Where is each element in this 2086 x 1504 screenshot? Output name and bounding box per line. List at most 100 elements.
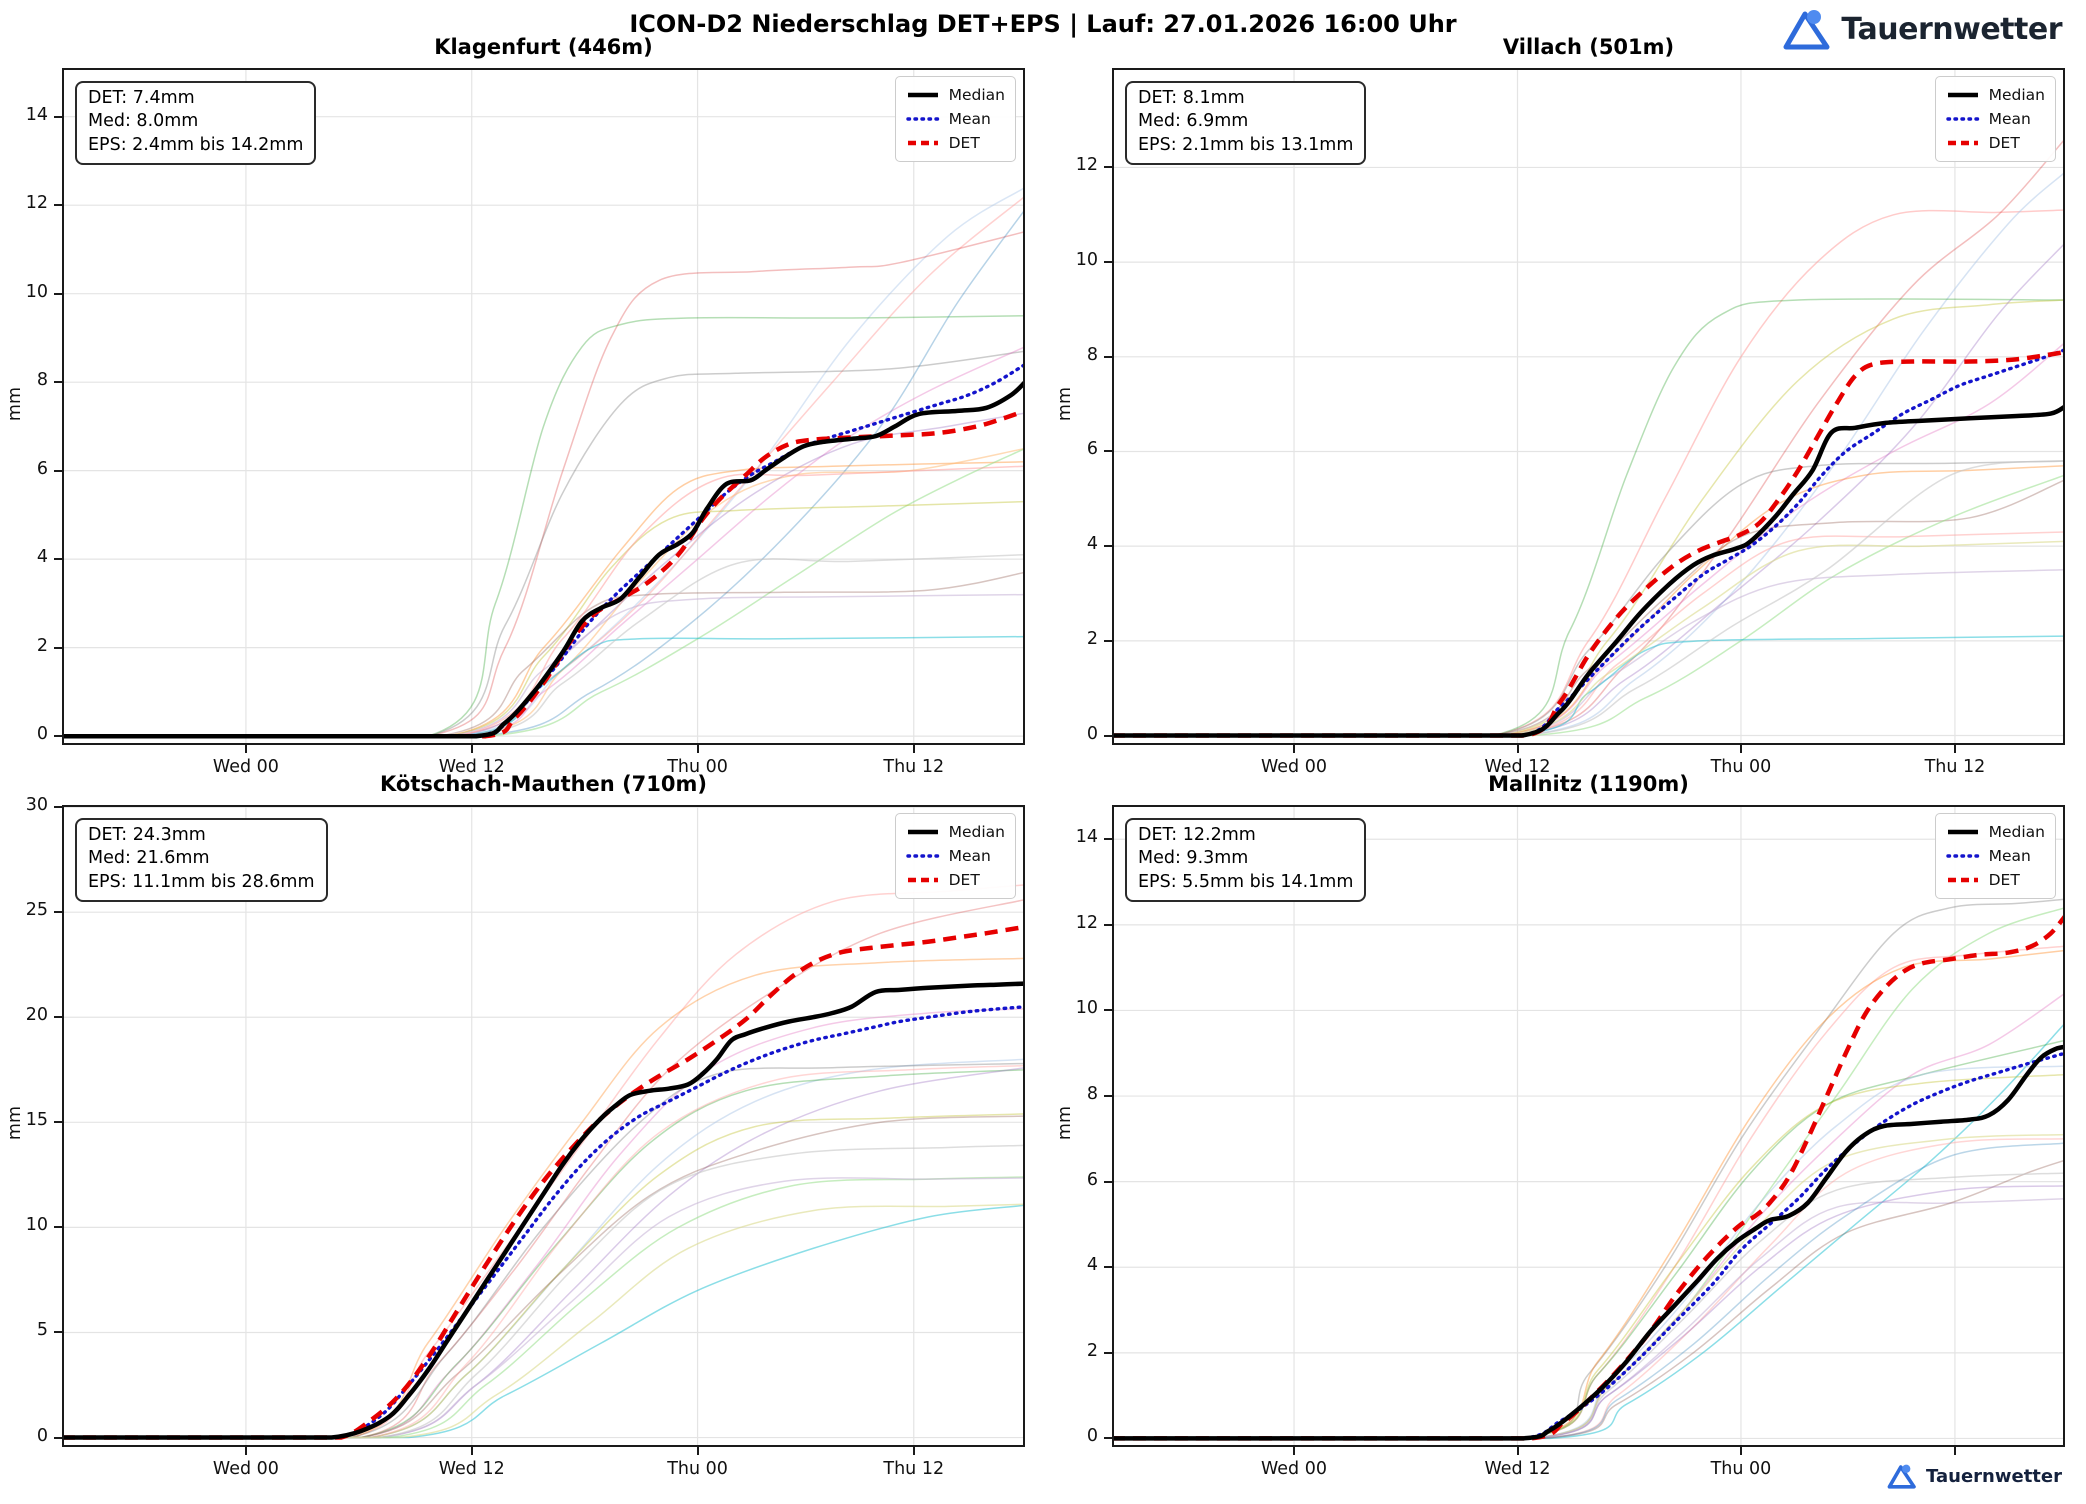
det-swatch <box>1947 140 1978 146</box>
y-tick-mark <box>1104 545 1112 548</box>
legend-item-median: Median <box>906 83 1005 107</box>
y-tick-mark <box>1104 355 1112 358</box>
ensemble-member-line <box>1112 1142 2065 1440</box>
y-tick-mark <box>54 911 62 914</box>
mean-swatch <box>905 854 940 858</box>
y-tick-label: 10 <box>1075 998 1098 1019</box>
y-tick-label: 10 <box>25 1215 48 1236</box>
y-tick-label: 5 <box>36 1320 48 1341</box>
legend-item-median: Median <box>1946 83 2045 107</box>
x-tick-mark <box>1953 745 1956 753</box>
y-tick-mark <box>54 381 62 384</box>
ensemble-member-line <box>62 1113 1025 1439</box>
median-line <box>1112 1044 2065 1441</box>
y-tick-label: 14 <box>25 104 48 125</box>
median-swatch <box>907 92 938 98</box>
y-tick-label: 4 <box>1086 534 1098 555</box>
y-tick-mark <box>1104 639 1112 642</box>
y-tick-label: 0 <box>1086 723 1098 744</box>
x-tick-label: Thu 12 <box>1924 757 1986 777</box>
stat-med: Med: 8.0mm <box>88 111 199 132</box>
y-tick-mark <box>1104 1437 1112 1440</box>
det-line <box>62 408 1025 739</box>
mean-line <box>62 1005 1025 1440</box>
stat-eps: EPS: 2.1mm bis 13.1mm <box>1138 134 1354 155</box>
y-tick-label: 20 <box>25 1005 48 1026</box>
y-tick-label: 4 <box>36 547 48 568</box>
ensemble-member-line <box>1112 531 2065 737</box>
x-tick-mark <box>1739 1447 1742 1455</box>
legend-klagenfurt-446m: Median Mean DET <box>894 76 1016 162</box>
ensemble-member-line <box>62 1203 1025 1439</box>
det-swatch <box>1947 877 1978 883</box>
y-axis-label: mm <box>1055 1105 1075 1141</box>
x-tick-label: Thu 00 <box>1710 1459 1772 1479</box>
x-tick-mark <box>1516 1447 1519 1455</box>
ensemble-member-line <box>62 195 1025 737</box>
ensemble-member-line <box>62 230 1025 737</box>
y-tick-mark <box>1104 1095 1112 1098</box>
y-axis-label: mm <box>1055 386 1075 421</box>
ensemble-member-line <box>1112 945 2065 1440</box>
legend-label: Mean <box>1988 847 2031 865</box>
figure-title: ICON-D2 Niederschlag DET+EPS | Lauf: 27.… <box>629 10 1457 38</box>
mean-swatch <box>1945 117 1980 121</box>
legend-item-det: DET <box>906 131 1005 155</box>
stats-box-k-tschach-mauthen-710m: DET: 24.3mm Med: 21.6mm EPS: 11.1mm bis 28… <box>75 818 328 902</box>
legend-label: DET <box>948 134 980 152</box>
median-line <box>62 981 1025 1440</box>
plot-area-klagenfurt-446m <box>62 68 1025 745</box>
y-tick-mark <box>54 1121 62 1124</box>
tauernwetter-mountain-icon <box>1783 10 1830 50</box>
y-tick-mark <box>54 469 62 472</box>
x-tick-label: Thu 00 <box>1710 757 1772 777</box>
sun-dot-icon <box>1807 10 1822 24</box>
stat-eps: EPS: 11.1mm bis 28.6mm <box>88 871 315 892</box>
det-line <box>1112 914 2065 1441</box>
axes-spines <box>1112 68 2065 745</box>
ensemble-member-line <box>62 1062 1025 1439</box>
y-tick-mark <box>54 292 62 295</box>
y-tick-mark <box>54 735 62 738</box>
x-tick-label: Wed 00 <box>212 1459 279 1479</box>
ensemble-member-line <box>1112 479 2065 737</box>
ensemble-member-line <box>1112 1159 2065 1440</box>
ensemble-member-line <box>1112 906 2065 1440</box>
y-tick-mark <box>1104 450 1112 453</box>
plot-area-k-tschach-mauthen-710m <box>62 805 1025 1447</box>
ensemble-member-line <box>62 1176 1025 1439</box>
legend-label: Median <box>948 823 1005 841</box>
x-tick-mark <box>244 745 247 753</box>
y-tick-mark <box>1104 1180 1112 1183</box>
x-tick-label: Thu 12 <box>883 1459 945 1479</box>
chart-title-k-tschach-mauthen-710m: Kötschach-Mauthen (710m) <box>380 772 707 796</box>
y-tick-mark <box>54 1226 62 1229</box>
legend-label: Median <box>1988 823 2045 841</box>
y-tick-mark <box>54 204 62 207</box>
axes-spines <box>1112 805 2065 1447</box>
ensemble-member-line <box>1112 209 2065 737</box>
legend-label: Median <box>1988 86 2045 104</box>
stat-det: DET: 7.4mm <box>88 88 195 108</box>
mean-line <box>1112 1051 2065 1441</box>
chart-title-klagenfurt-446m: Klagenfurt (446m) <box>434 35 653 59</box>
ensemble-member-line <box>62 1177 1025 1439</box>
y-tick-label: 25 <box>25 900 48 921</box>
y-tick-mark <box>54 1331 62 1334</box>
median-line <box>62 380 1025 739</box>
brand-logo-small: Tauernwetter <box>1883 1460 2066 1492</box>
x-tick-mark <box>1739 745 1742 753</box>
y-tick-label: 6 <box>1086 1169 1098 1190</box>
y-tick-label: 12 <box>25 193 48 214</box>
mean-swatch <box>1945 854 1980 858</box>
y-tick-label: 8 <box>1086 1084 1098 1105</box>
y-tick-label: 2 <box>1086 1340 1098 1361</box>
axes-spines <box>62 68 1025 745</box>
ensemble-member-line <box>62 898 1025 1439</box>
legend-mallnitz-1190m: Median Mean DET <box>1934 813 2056 899</box>
median-swatch <box>1947 92 1978 98</box>
x-tick-label: Wed 12 <box>438 757 505 777</box>
det-swatch <box>907 877 938 883</box>
legend-item-mean: Mean <box>1945 107 2045 131</box>
stat-det: DET: 8.1mm <box>1138 88 1245 108</box>
